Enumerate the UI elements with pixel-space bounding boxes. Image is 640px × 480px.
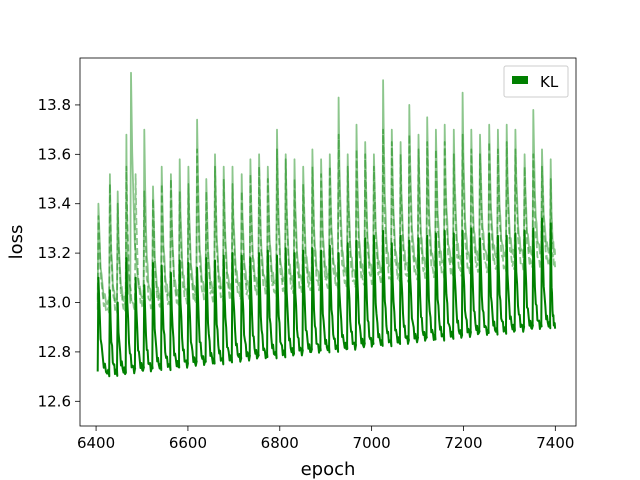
y-tick-label: 13.0 bbox=[38, 294, 71, 312]
legend-box bbox=[503, 65, 569, 98]
y-tick-label: 13.4 bbox=[38, 195, 71, 213]
x-tick-label: 6400 bbox=[77, 434, 115, 452]
axes-frame bbox=[79, 57, 577, 427]
x-tick-label: 7000 bbox=[353, 434, 391, 452]
y-tick-label: 12.8 bbox=[38, 343, 71, 361]
legend-label: KL bbox=[540, 73, 559, 91]
x-tick-label: 7200 bbox=[444, 434, 482, 452]
y-axis-label: loss bbox=[6, 225, 27, 260]
x-axis-label: epoch bbox=[301, 459, 356, 480]
y-tick-label: 13.2 bbox=[38, 244, 71, 262]
y-tick-label: 13.8 bbox=[38, 96, 71, 114]
axes: 6400 6600 6800 7000 7200 7400 12.6 12.8 13.0 13.2… bbox=[38, 57, 577, 452]
plot-area bbox=[96, 71, 557, 378]
y-tick-label: 13.6 bbox=[38, 145, 71, 163]
x-tick-label: 7400 bbox=[536, 434, 574, 452]
y-tick-label: 12.6 bbox=[38, 392, 71, 410]
legend: KL bbox=[503, 65, 569, 98]
legend-swatch bbox=[512, 76, 528, 84]
series-line-kl bbox=[96, 217, 557, 378]
x-tick-label: 6800 bbox=[261, 434, 299, 452]
x-tick-label: 6600 bbox=[169, 434, 207, 452]
